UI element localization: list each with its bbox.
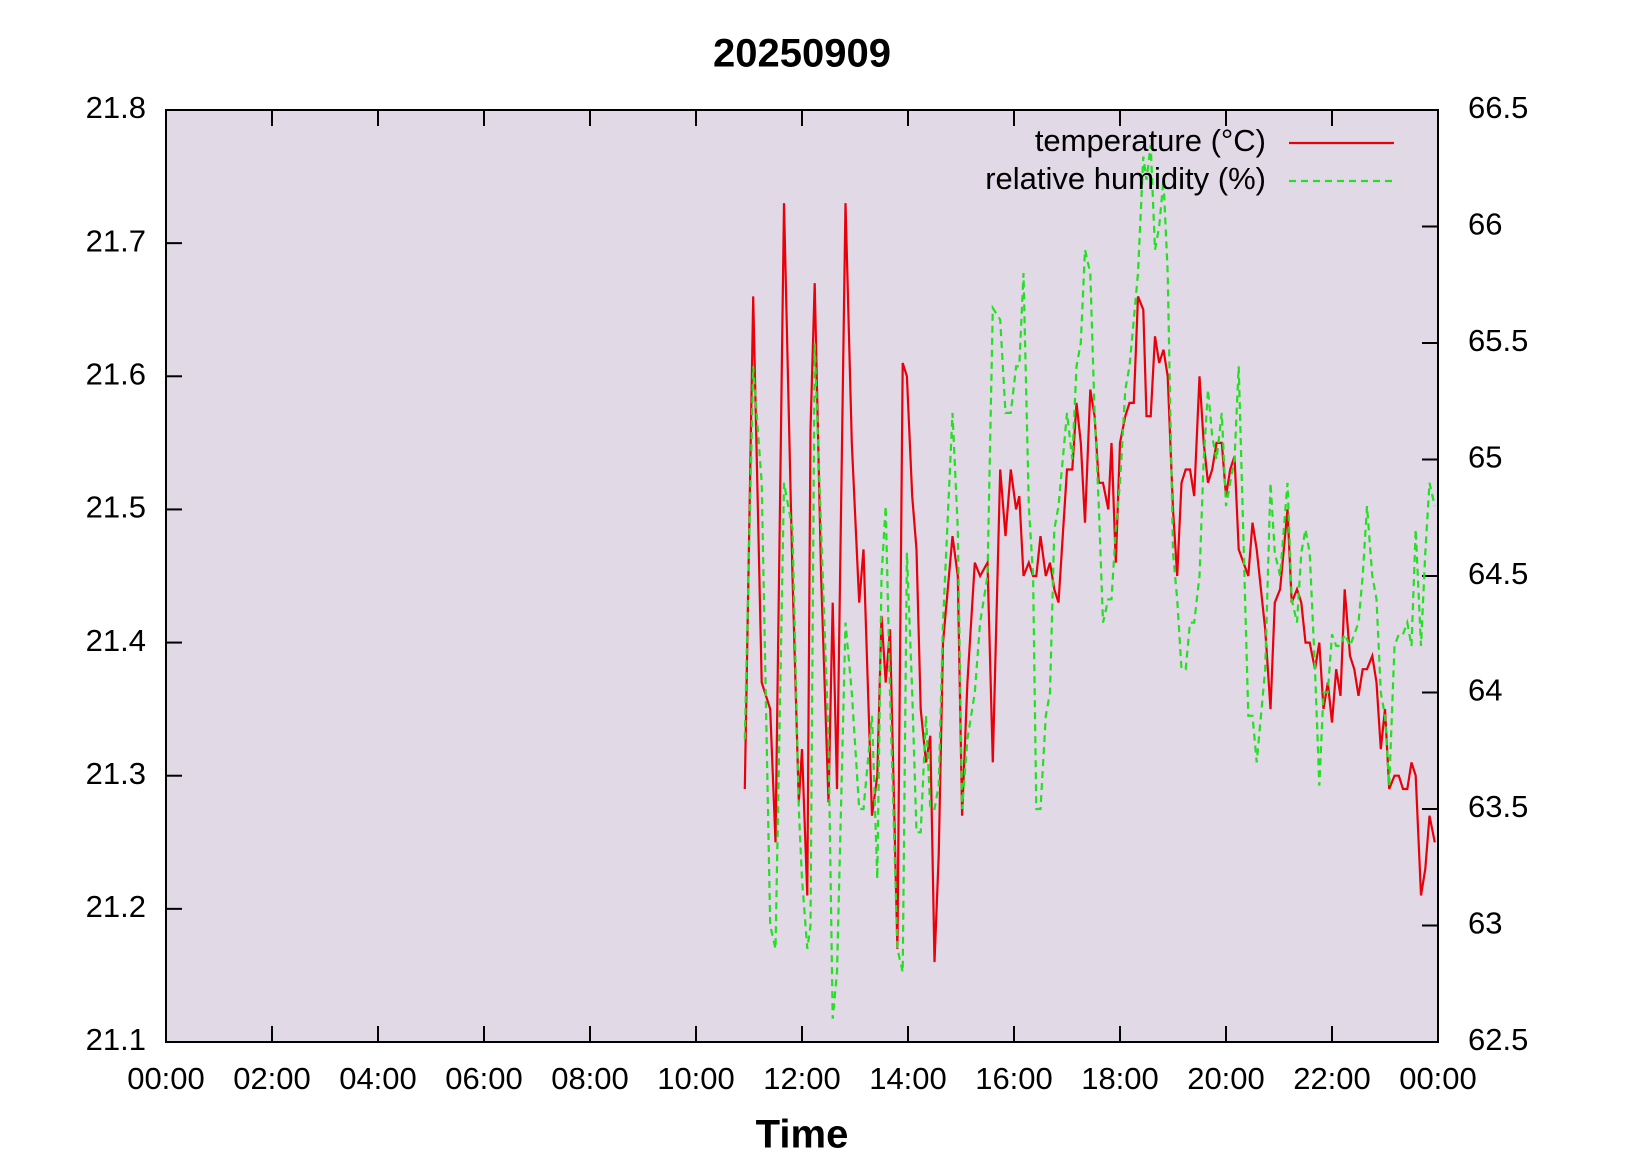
y2-tick-label: 63 <box>1468 906 1502 941</box>
y2-tick-label: 66.5 <box>1468 90 1528 125</box>
y-tick-label: 21.8 <box>86 90 146 125</box>
y2-tick-label: 64.5 <box>1468 556 1528 591</box>
x-tick-label: 12:00 <box>763 1061 841 1096</box>
x-tick-label: 20:00 <box>1187 1061 1265 1096</box>
y-tick-label: 21.2 <box>86 889 146 924</box>
x-tick-label: 02:00 <box>233 1061 311 1096</box>
legend-label: relative humidity (%) <box>985 161 1266 196</box>
y2-tick-label: 64 <box>1468 673 1502 708</box>
y2-tick-label: 66 <box>1468 207 1502 242</box>
x-tick-label: 06:00 <box>445 1061 523 1096</box>
y2-tick-label: 62.5 <box>1468 1022 1528 1057</box>
x-tick-label: 00:00 <box>127 1061 205 1096</box>
y2-tick-label: 65 <box>1468 440 1502 475</box>
series-line <box>743 144 1436 1019</box>
x-tick-label: 04:00 <box>339 1061 417 1096</box>
x-tick-label: 14:00 <box>869 1061 947 1096</box>
y-tick-label: 21.3 <box>86 756 146 791</box>
x-tick-label: 16:00 <box>975 1061 1053 1096</box>
x-tick-label: 22:00 <box>1293 1061 1371 1096</box>
x-axis-title: Time <box>756 1113 849 1155</box>
series-line <box>743 203 1436 963</box>
x-tick-label: 10:00 <box>657 1061 735 1096</box>
y-tick-label: 21.1 <box>86 1022 146 1057</box>
x-tick-label: 00:00 <box>1399 1061 1477 1096</box>
plot-frame <box>165 109 1439 1043</box>
y2-tick-label: 63.5 <box>1468 789 1528 824</box>
x-tick-label: 08:00 <box>551 1061 629 1096</box>
y-tick-label: 21.5 <box>86 490 146 525</box>
y-tick-label: 21.4 <box>86 623 146 658</box>
chart-title: 20250909 <box>713 32 891 76</box>
y2-tick-label: 65.5 <box>1468 323 1528 358</box>
x-tick-label: 18:00 <box>1081 1061 1159 1096</box>
legend-label: temperature (°C) <box>1035 123 1266 158</box>
y-tick-label: 21.6 <box>86 356 146 391</box>
y-tick-label: 21.7 <box>86 223 146 258</box>
